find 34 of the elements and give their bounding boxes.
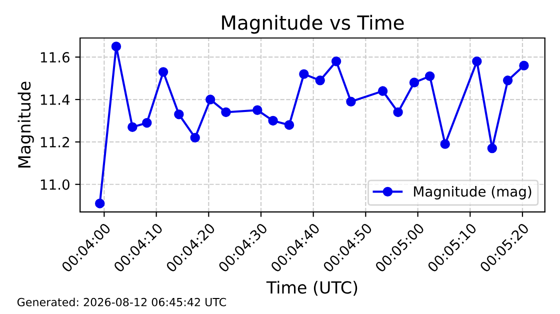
x-axis-title: Time (UTC) — [266, 280, 358, 296]
point — [472, 56, 482, 66]
point — [205, 94, 216, 104]
point — [440, 139, 450, 149]
point — [519, 60, 529, 70]
point — [378, 86, 388, 96]
point — [502, 76, 513, 86]
chart-title: Magnitude vs Time — [222, 14, 404, 34]
point — [158, 67, 168, 77]
point — [174, 110, 184, 120]
point — [128, 122, 138, 132]
point — [190, 132, 200, 143]
y-tick-label: 11.2 — [40, 136, 69, 148]
point — [142, 118, 152, 128]
y-tick-label: 11.6 — [40, 52, 70, 63]
point — [393, 107, 403, 118]
point — [94, 198, 105, 208]
point — [252, 105, 262, 115]
y-axis-title: Magnitude — [18, 82, 34, 168]
point — [284, 120, 294, 130]
point — [409, 78, 420, 88]
point — [424, 71, 435, 82]
point — [299, 69, 309, 79]
y-tick-label: 11.0 — [40, 179, 70, 190]
point — [268, 116, 278, 126]
point — [487, 143, 498, 154]
y-tick-label: 11.4 — [40, 94, 70, 105]
point — [111, 42, 122, 52]
legend-label: Magnitude (mag) — [414, 186, 532, 200]
point — [315, 76, 325, 86]
point — [221, 107, 231, 118]
text: Generated: 2026-08-12 06:45:42 UTC — [17, 298, 226, 306]
point — [331, 56, 342, 66]
point — [346, 96, 356, 106]
